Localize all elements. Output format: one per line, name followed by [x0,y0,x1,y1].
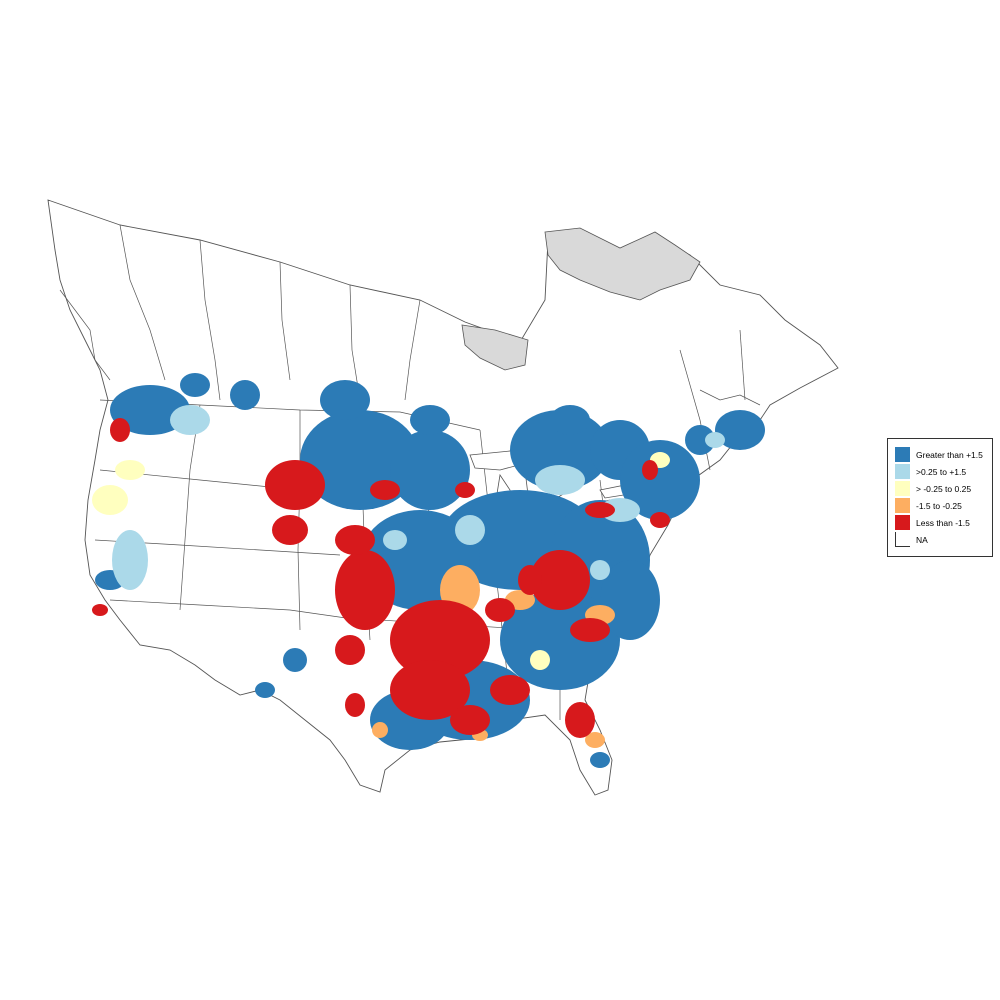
trend-patch [372,722,388,738]
trend-patch [272,515,308,545]
trend-patch [585,732,605,748]
trend-patch [642,460,658,480]
legend-swatch [895,481,910,496]
legend-swatch [895,447,910,462]
trend-patch [115,460,145,480]
trend-patch [112,530,148,590]
trend-patch [370,480,400,500]
legend-swatch [895,532,910,547]
legend-swatch [895,498,910,513]
trend-patch [620,440,700,520]
trend-patch [530,550,590,610]
legend-swatch [895,464,910,479]
trend-patch [518,565,542,595]
trend-patch [590,752,610,768]
trend-patch [255,682,275,698]
legend-label: Greater than +1.5 [916,449,983,460]
trend-patch [335,550,395,630]
trend-patch [510,410,610,490]
legend-label: -1.5 to -0.25 [916,500,962,511]
trend-patch [570,618,610,642]
legend-item: >0.25 to +1.5 [895,464,966,479]
na-region-quebec [544,227,701,301]
trend-patch [455,515,485,545]
trend-patch [485,598,515,622]
trend-patch [600,560,660,640]
coast-detail [59,289,761,406]
trend-patch [650,512,670,528]
trend-patch [705,432,725,448]
trend-patch [170,405,210,435]
legend-label: NA [916,534,928,545]
trend-patch [455,482,475,498]
trend-patch [230,380,260,410]
trend-patch [585,502,615,518]
map-legend: Greater than +1.5 >0.25 to +1.5 > -0.25 … [887,438,993,557]
trend-patch [685,425,715,455]
legend-item: Greater than +1.5 [895,447,983,462]
legend-item: Less than -1.5 [895,515,970,530]
trend-patch [390,660,470,720]
trend-patch [590,560,610,580]
legend-label: Less than -1.5 [916,517,970,528]
na-region-ontario [461,324,529,371]
trend-patch [110,418,130,442]
trend-patch [715,410,765,450]
legend-item: NA [895,532,928,547]
trend-patch [345,693,365,717]
trend-patch [383,530,407,550]
legend-label: > -0.25 to 0.25 [916,483,972,494]
trend-patch [530,650,550,670]
trend-patch [490,675,530,705]
trend-patch [283,648,307,672]
legend-swatch [895,515,910,530]
legend-label: >0.25 to +1.5 [916,466,967,477]
trend-patch [320,380,370,420]
trend-patch [335,525,375,555]
legend-item: > -0.25 to 0.25 [895,481,971,496]
trend-patch [265,460,325,510]
trend-patch [110,385,190,435]
trend-patches [92,373,765,768]
legend-item: -1.5 to -0.25 [895,498,962,513]
trend-patch [450,705,490,735]
trend-patch [390,600,490,680]
trend-patch [550,405,590,435]
trend-patch [390,430,470,510]
trend-patch [180,373,210,397]
trend-patch [535,465,585,495]
trend-patch [335,635,365,665]
trend-patch [92,485,128,515]
trend-patch [92,604,108,616]
trend-patch [600,498,640,522]
trend-patch [565,702,595,738]
trend-patch [410,405,450,435]
